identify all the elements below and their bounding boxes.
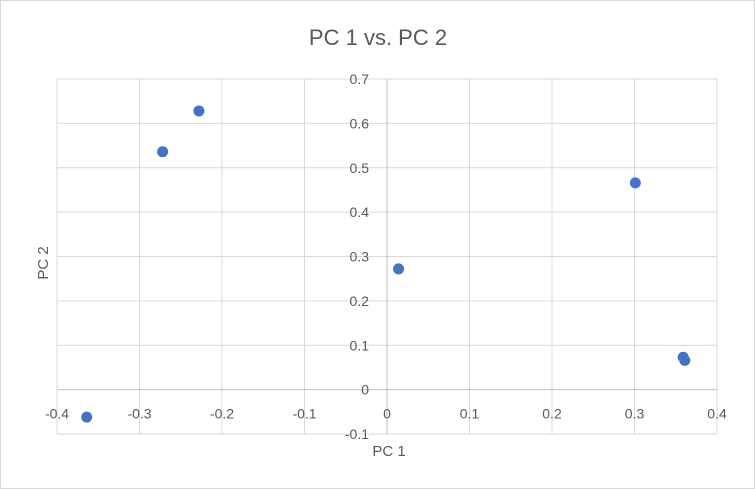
y-tick-label: 0.2 — [350, 293, 370, 309]
y-tick-label: 0.6 — [350, 115, 370, 131]
x-tick-label: 0.3 — [625, 406, 645, 422]
y-tick-label: 0.7 — [350, 71, 370, 87]
data-point — [679, 354, 691, 366]
x-axis-title: PC 1 — [372, 443, 405, 460]
x-tick-label: -0.1 — [292, 406, 316, 422]
y-tick-label: 0.3 — [350, 249, 370, 265]
data-point — [393, 263, 405, 275]
x-tick-label: 0.1 — [460, 406, 480, 422]
y-tick-label: 0.4 — [350, 204, 370, 220]
x-tick-label: -0.4 — [45, 406, 69, 422]
y-tick-label: 0.1 — [350, 337, 370, 353]
x-tick-label: -0.3 — [127, 406, 151, 422]
y-tick-label: -0.1 — [345, 426, 369, 442]
y-tick-label: 0 — [361, 382, 369, 398]
x-tick-label: 0.4 — [707, 406, 727, 422]
data-points — [81, 105, 691, 423]
y-tick-label: 0.5 — [350, 160, 370, 176]
axes — [57, 79, 717, 434]
y-axis-title: PC 2 — [35, 246, 52, 279]
data-point — [157, 146, 169, 158]
x-tick-label: 0.2 — [542, 406, 562, 422]
x-tick-label: 0 — [383, 406, 391, 422]
data-point — [629, 177, 641, 189]
x-tick-label: -0.2 — [210, 406, 234, 422]
data-point — [81, 411, 93, 423]
tick-labels: -0.4 -0.3 -0.2 -0.1 0 0.1 0.2 0.3 0.4 -0.1 0 0.1 0.2… — [45, 71, 727, 442]
chart-title: PC 1 vs. PC 2 — [309, 25, 447, 50]
data-point — [193, 105, 205, 117]
